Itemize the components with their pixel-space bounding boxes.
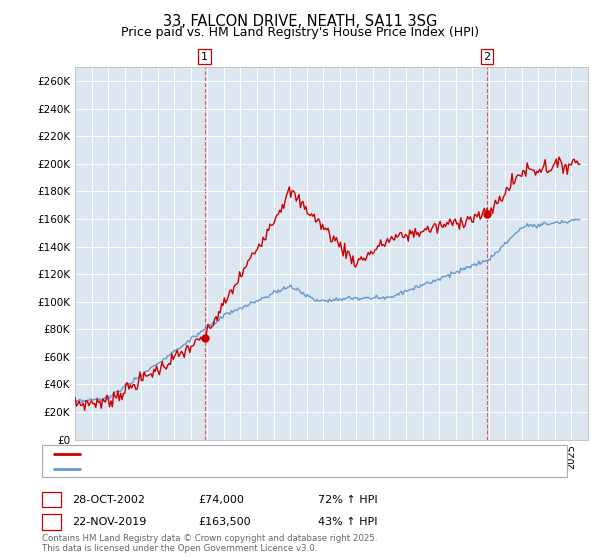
Text: 2: 2 bbox=[48, 517, 55, 527]
Text: £163,500: £163,500 bbox=[198, 517, 251, 527]
Text: HPI: Average price, semi-detached house, Neath Port Talbot: HPI: Average price, semi-detached house,… bbox=[86, 464, 397, 474]
Text: Contains HM Land Registry data © Crown copyright and database right 2025.
This d: Contains HM Land Registry data © Crown c… bbox=[42, 534, 377, 553]
Text: £74,000: £74,000 bbox=[198, 494, 244, 505]
Text: 43% ↑ HPI: 43% ↑ HPI bbox=[318, 517, 377, 527]
Text: 1: 1 bbox=[201, 52, 208, 62]
Text: 33, FALCON DRIVE, NEATH, SA11 3SG: 33, FALCON DRIVE, NEATH, SA11 3SG bbox=[163, 14, 437, 29]
Text: 28-OCT-2002: 28-OCT-2002 bbox=[72, 494, 145, 505]
Text: 72% ↑ HPI: 72% ↑ HPI bbox=[318, 494, 377, 505]
Text: 33, FALCON DRIVE, NEATH, SA11 3SG (semi-detached house): 33, FALCON DRIVE, NEATH, SA11 3SG (semi-… bbox=[86, 449, 405, 459]
Text: Price paid vs. HM Land Registry's House Price Index (HPI): Price paid vs. HM Land Registry's House … bbox=[121, 26, 479, 39]
Text: 2: 2 bbox=[484, 52, 491, 62]
Text: 22-NOV-2019: 22-NOV-2019 bbox=[72, 517, 146, 527]
Text: 1: 1 bbox=[48, 494, 55, 505]
